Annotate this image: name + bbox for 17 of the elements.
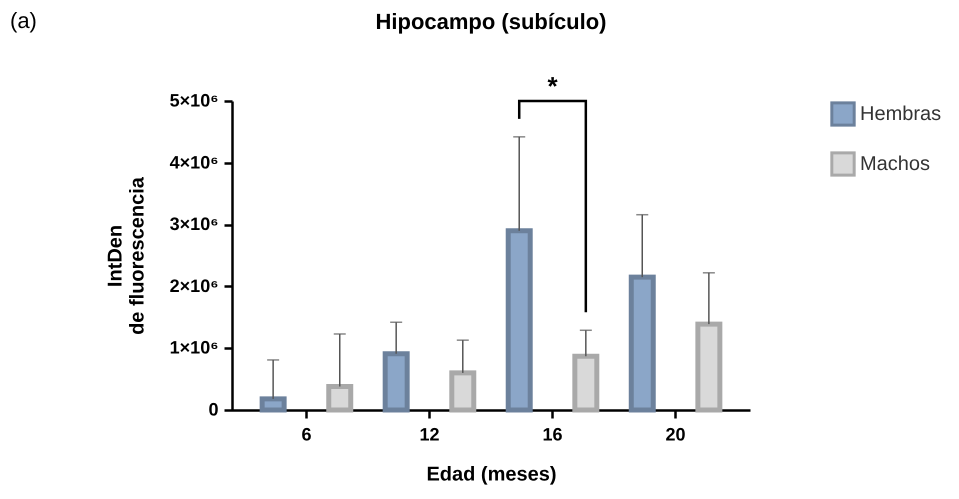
legend-label: Machos <box>860 153 930 175</box>
y-axis-title: IntDen de fluorescencia <box>104 176 149 335</box>
x-tick-label: 12 <box>419 424 440 444</box>
text: (a) <box>10 8 37 34</box>
text: * <box>547 71 558 101</box>
y-tick-label: 4×10⁶ <box>170 152 218 172</box>
chart-title: Hipocampo (subículo) <box>376 9 606 34</box>
legend-label: Hembras <box>860 103 942 125</box>
y-tick-label: 1×10⁶ <box>170 338 218 358</box>
x-tick-label: 16 <box>542 424 563 444</box>
y-tick-label: 0 <box>208 400 218 420</box>
x-axis-title: Edad (meses) <box>426 464 557 486</box>
y-tick-label: 2×10⁶ <box>170 276 218 296</box>
y-tick-label: 3×10⁶ <box>170 214 218 234</box>
x-tick-label: 6 <box>301 424 312 444</box>
x-tick-label: 20 <box>666 424 686 444</box>
y-tick-label: 5×10⁶ <box>170 90 218 110</box>
